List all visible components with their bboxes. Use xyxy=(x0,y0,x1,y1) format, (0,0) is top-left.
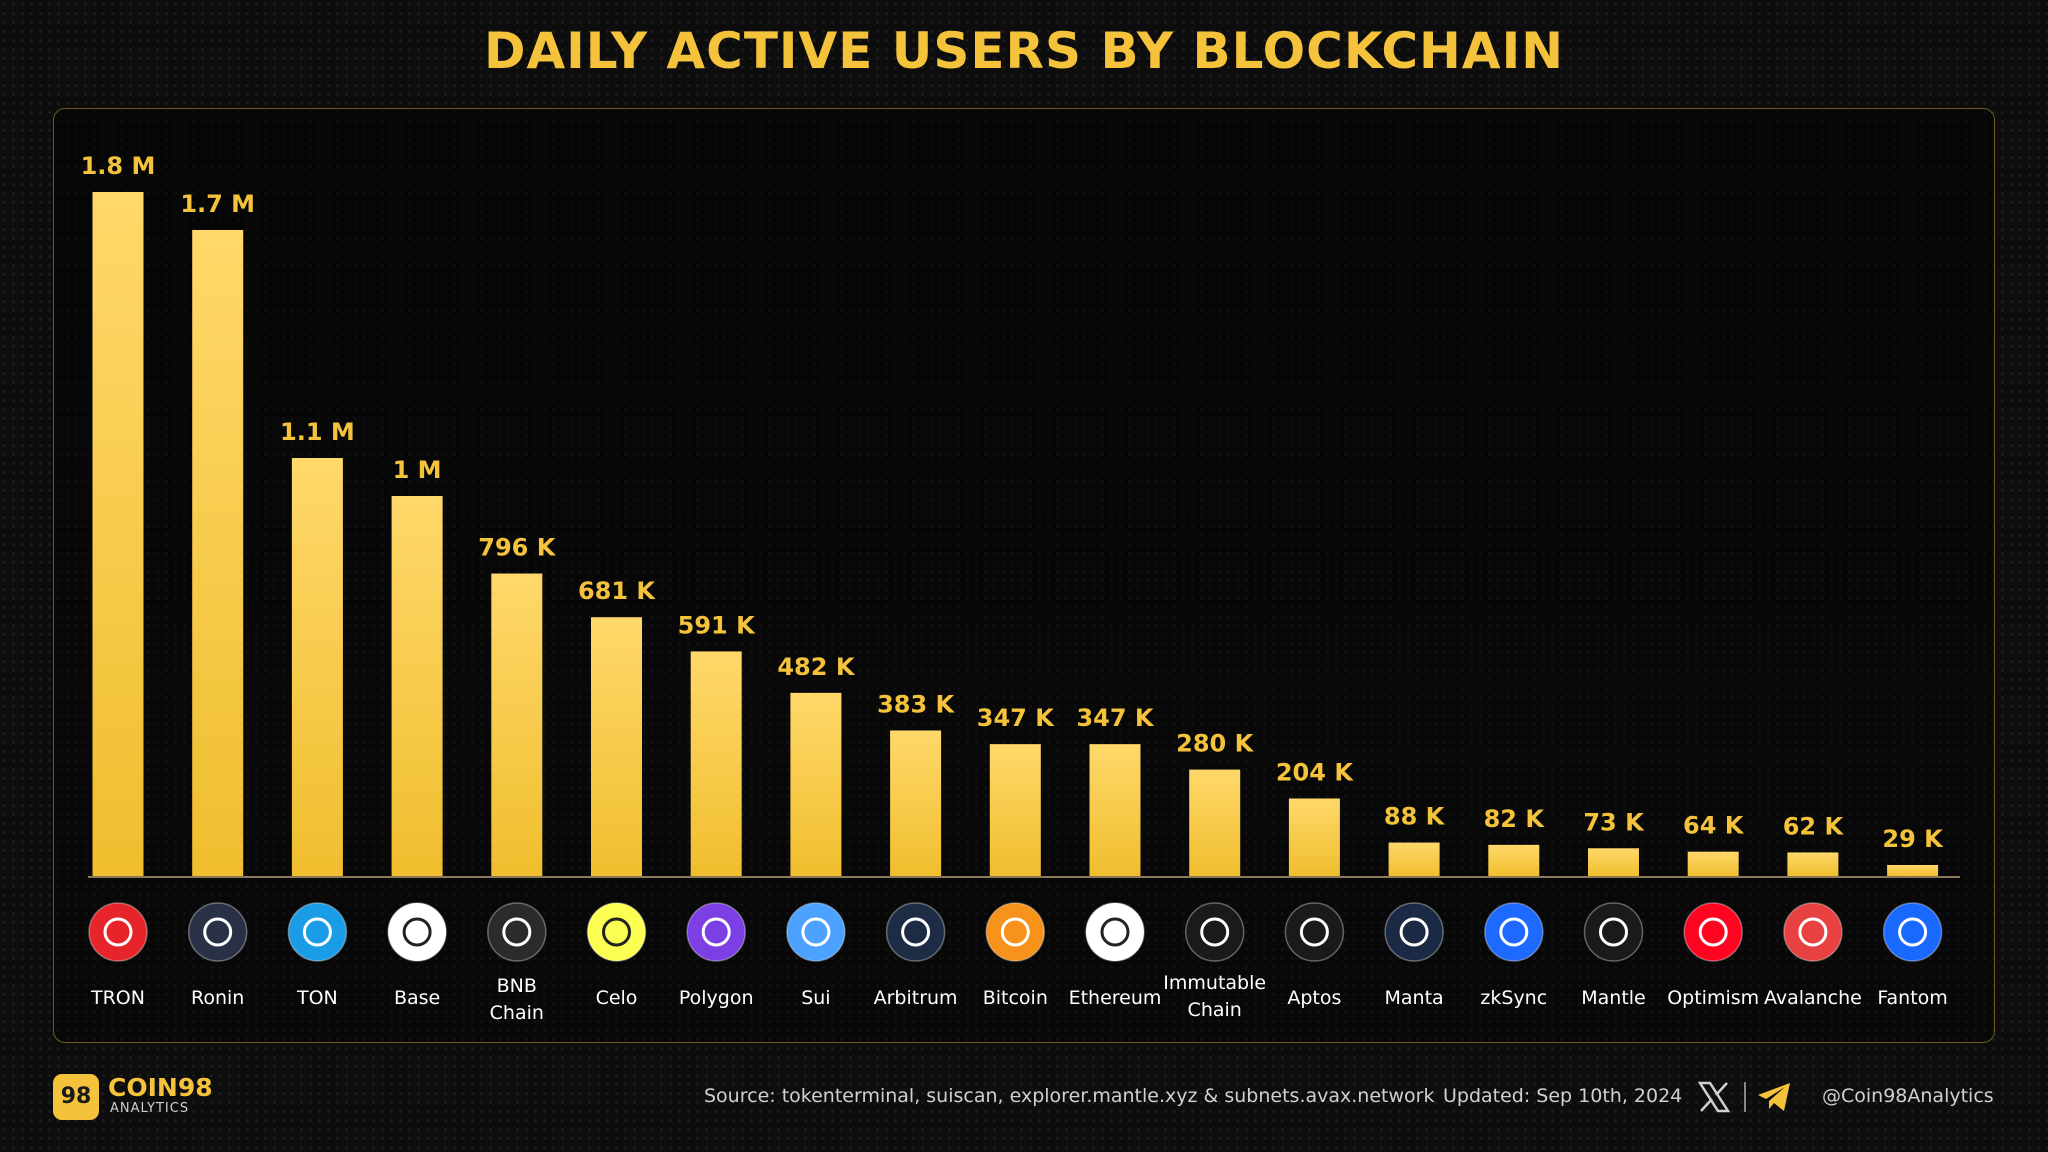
category-label: Aptos xyxy=(1287,987,1341,1009)
tron-icon xyxy=(88,902,148,962)
optimism-icon xyxy=(1683,902,1743,962)
bar xyxy=(192,230,244,876)
value-label: 347 K xyxy=(977,704,1055,732)
celo-icon xyxy=(586,902,647,962)
value-label: 591 K xyxy=(678,611,756,639)
bar xyxy=(1687,851,1739,876)
category-label: Ronin xyxy=(191,987,244,1009)
category-label: zkSync xyxy=(1480,987,1547,1009)
bar xyxy=(1887,864,1939,876)
bar xyxy=(1488,844,1540,876)
value-label: 1.1 M xyxy=(280,418,355,446)
zksync-icon xyxy=(1484,902,1544,962)
x-twitter-icon[interactable] xyxy=(1697,1080,1731,1114)
value-label: 82 K xyxy=(1484,805,1546,833)
telegram-icon[interactable] xyxy=(1756,1080,1792,1114)
footer-divider xyxy=(1744,1082,1746,1112)
polygon-icon xyxy=(686,902,746,962)
category-label: Sui xyxy=(801,987,830,1009)
category-label: TON xyxy=(296,987,338,1009)
category-label: Manta xyxy=(1385,987,1444,1009)
avalanche-icon xyxy=(1783,902,1843,962)
category-label: Optimism xyxy=(1667,987,1759,1009)
category-label: Base xyxy=(394,987,440,1009)
bar xyxy=(491,573,543,876)
bar xyxy=(92,192,144,876)
coin98-logo: 98 xyxy=(53,1074,99,1120)
category-label: BNB Chain xyxy=(490,975,544,1024)
bar xyxy=(690,651,742,876)
bar xyxy=(1189,769,1241,876)
category-label: Polygon xyxy=(679,987,754,1009)
value-label: 796 K xyxy=(478,534,556,562)
category-label: TRON xyxy=(90,987,145,1009)
category-label: Fantom xyxy=(1877,987,1947,1009)
value-label: 204 K xyxy=(1276,758,1354,786)
base-icon xyxy=(387,902,447,962)
category-label: Arbitrum xyxy=(874,987,958,1009)
source-note: Source: tokenterminal, suiscan, explorer… xyxy=(704,1085,1435,1107)
bitcoin-icon xyxy=(985,902,1046,962)
value-label: 62 K xyxy=(1783,812,1845,840)
brand-name: COIN98 xyxy=(108,1073,213,1102)
chart-title: DAILY ACTIVE USERS BY BLOCKCHAIN xyxy=(483,22,1565,80)
bar xyxy=(989,744,1041,876)
ton-icon xyxy=(287,902,348,962)
brand-subtitle: ANALYTICS xyxy=(110,1101,190,1116)
bar xyxy=(790,692,842,876)
category-label: Celo xyxy=(596,987,638,1009)
bar xyxy=(391,496,443,876)
bar xyxy=(1787,852,1839,876)
aptos-icon xyxy=(1284,902,1345,962)
value-label: 347 K xyxy=(1076,704,1154,732)
value-label: 1 M xyxy=(393,456,442,484)
category-label: Immutable Chain xyxy=(1163,972,1266,1021)
value-label: 383 K xyxy=(877,690,955,718)
ethereum-icon xyxy=(1085,902,1145,962)
bar xyxy=(890,730,942,876)
category-label: Bitcoin xyxy=(983,987,1048,1009)
mantle-icon xyxy=(1583,902,1644,962)
ronin-icon xyxy=(187,902,248,962)
bar xyxy=(1388,842,1440,876)
sui-icon xyxy=(786,902,846,962)
immutable-chain-icon xyxy=(1184,902,1245,962)
value-label: 29 K xyxy=(1882,825,1944,853)
category-label: Mantle xyxy=(1581,987,1646,1009)
arbitrum-icon xyxy=(885,902,946,962)
value-label: 482 K xyxy=(777,653,855,681)
bar xyxy=(291,458,343,876)
bar xyxy=(1089,744,1141,876)
value-label: 73 K xyxy=(1583,808,1645,836)
value-label: 64 K xyxy=(1683,812,1745,840)
social-handle: @Coin98Analytics xyxy=(1822,1085,1994,1107)
fantom-icon xyxy=(1882,902,1943,962)
value-label: 1.8 M xyxy=(81,152,156,180)
category-label: Avalanche xyxy=(1764,987,1862,1009)
category-label: Ethereum xyxy=(1069,987,1162,1009)
manta-icon xyxy=(1384,902,1444,962)
value-label: 88 K xyxy=(1384,803,1446,831)
chart-frame xyxy=(53,108,1995,1043)
bar xyxy=(591,617,642,876)
value-label: 280 K xyxy=(1176,730,1254,758)
value-label: 681 K xyxy=(578,577,656,605)
bar xyxy=(1588,848,1639,876)
bnb-chain-icon xyxy=(487,902,547,962)
value-label: 1.7 M xyxy=(180,190,255,218)
updated-date: Updated: Sep 10th, 2024 xyxy=(1443,1085,1683,1107)
bar xyxy=(1288,798,1340,876)
